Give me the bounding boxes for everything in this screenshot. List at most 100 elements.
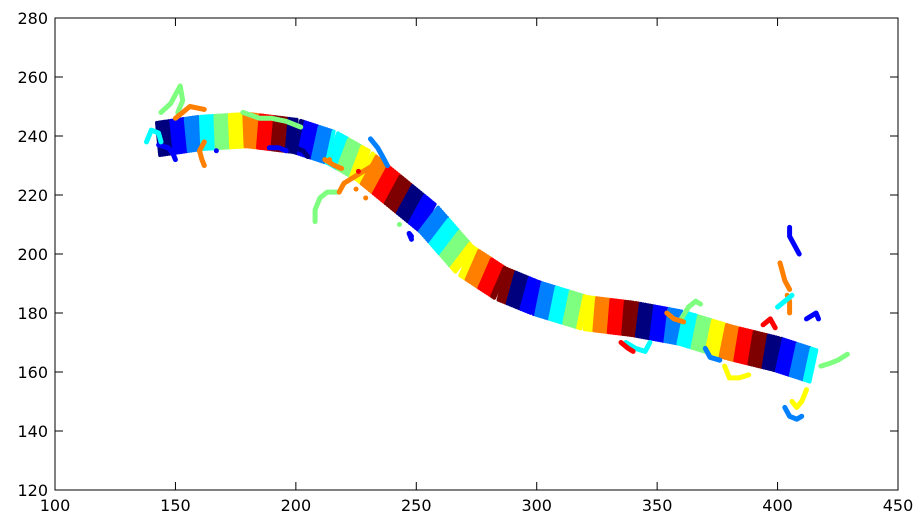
track-band — [439, 229, 462, 258]
track-band — [468, 251, 486, 285]
track-band — [470, 253, 488, 286]
stray-path — [702, 345, 723, 363]
track-band — [651, 304, 660, 342]
track-band — [606, 297, 614, 335]
track-band — [317, 127, 329, 163]
y-tick-label: 160 — [17, 363, 48, 382]
track-band — [498, 267, 512, 303]
track-band — [389, 179, 409, 211]
data-point — [355, 168, 361, 174]
track-band — [683, 312, 694, 348]
y-tick-label: 220 — [17, 186, 48, 205]
track-band — [473, 254, 490, 288]
stray-path — [678, 298, 703, 322]
track-band — [519, 276, 532, 312]
track-band — [536, 282, 547, 318]
track-band — [754, 331, 764, 368]
track-band — [726, 324, 736, 361]
track-band — [793, 343, 805, 379]
track-band — [777, 338, 789, 374]
track-band — [263, 114, 270, 151]
x-tick-label: 200 — [281, 496, 312, 515]
track-band — [335, 137, 351, 172]
track-band — [435, 225, 458, 254]
track-band — [171, 118, 179, 155]
track-band — [329, 133, 345, 168]
track-band — [399, 187, 419, 219]
track-band — [723, 324, 734, 360]
track-band — [430, 219, 453, 248]
track-band — [208, 114, 214, 151]
track-band — [176, 117, 184, 154]
track-band — [795, 344, 807, 380]
track-band — [186, 116, 194, 153]
track-band — [242, 112, 248, 149]
track-band — [756, 332, 767, 369]
track-band — [766, 334, 776, 371]
track-band — [672, 308, 681, 346]
track-band — [526, 279, 539, 314]
track-band — [365, 159, 385, 191]
track-band — [699, 317, 711, 353]
stray-path — [664, 310, 687, 325]
stray-path — [804, 310, 821, 322]
track-band — [373, 166, 393, 198]
track-band — [272, 115, 280, 152]
track-band — [609, 298, 616, 335]
track-band — [279, 116, 287, 153]
x-tick-label: 250 — [401, 496, 432, 515]
track-band — [490, 265, 507, 299]
track-band — [623, 299, 631, 337]
track-band — [340, 140, 356, 174]
track-band — [590, 295, 597, 333]
track-band — [433, 223, 457, 252]
track-band — [496, 266, 509, 302]
track-band — [181, 117, 189, 154]
track-band — [423, 211, 446, 240]
track-band — [385, 176, 405, 208]
y-tick-label: 140 — [17, 422, 48, 441]
track-band — [206, 114, 212, 151]
track-band — [260, 113, 268, 151]
track-band — [639, 302, 648, 339]
track-band — [211, 113, 217, 151]
track-band — [658, 306, 667, 343]
stray-path — [172, 104, 207, 121]
y-tick-label: 280 — [17, 9, 48, 28]
track-band — [569, 292, 580, 328]
track-band — [752, 331, 762, 368]
track-band — [534, 281, 545, 317]
track-band — [646, 304, 655, 341]
track-band — [571, 292, 582, 329]
y-tick-label: 260 — [17, 68, 48, 87]
track-band — [333, 136, 349, 170]
track-band — [225, 113, 231, 150]
track-band — [597, 296, 604, 334]
track-band — [320, 128, 331, 164]
track-band — [601, 297, 609, 334]
track-band — [807, 348, 819, 384]
stray-path — [266, 145, 289, 154]
track-band — [505, 270, 519, 306]
track-band — [421, 209, 444, 238]
track-band — [401, 189, 421, 221]
track-band — [218, 113, 224, 150]
track-band — [361, 156, 381, 188]
data-point — [327, 157, 333, 163]
track-band — [749, 330, 759, 367]
track-band — [462, 247, 479, 281]
track-band — [391, 180, 411, 212]
track-band — [449, 241, 472, 270]
track-band — [735, 327, 745, 364]
track-band — [550, 286, 561, 322]
track-band — [512, 273, 525, 309]
track-band — [618, 299, 626, 336]
track-band — [772, 336, 784, 373]
track-band — [322, 128, 334, 165]
track-band — [704, 318, 715, 355]
stray-path — [368, 136, 390, 168]
track-band — [331, 135, 347, 169]
track-band — [203, 114, 210, 151]
track-band — [237, 112, 243, 149]
